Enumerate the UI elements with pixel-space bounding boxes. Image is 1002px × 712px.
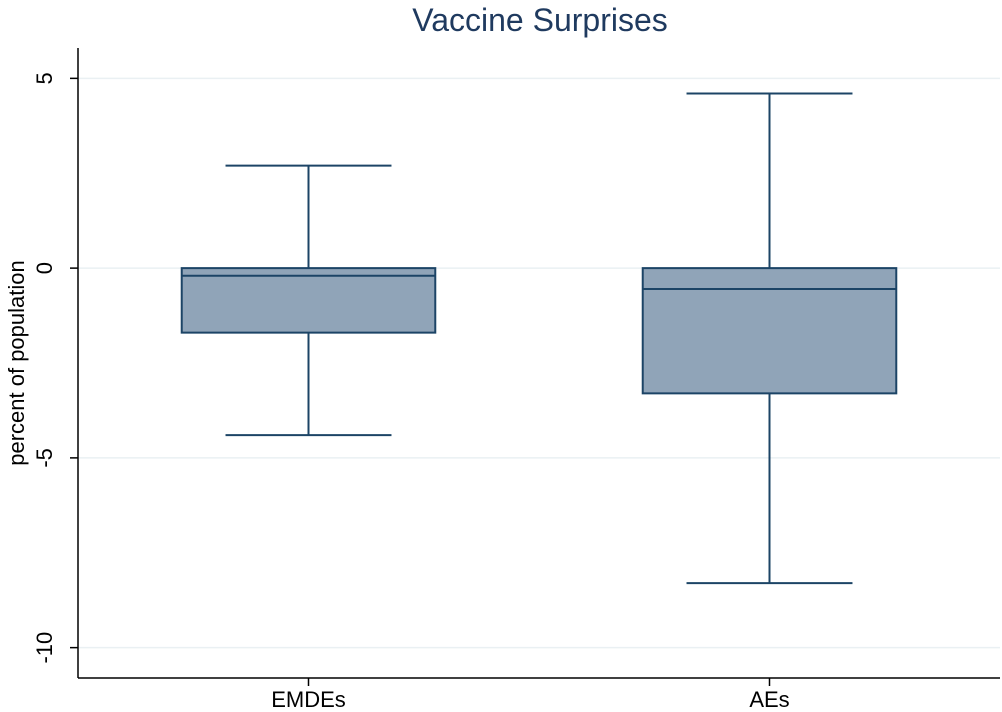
box-emdes [180,164,437,437]
chart-title: Vaccine Surprises [412,2,668,38]
x-category-label: EMDEs [271,687,346,712]
x-category-label: AEs [749,687,789,712]
box-aes [641,92,898,585]
y-axis-title: percent of population [4,260,29,466]
iqr-box [180,267,437,334]
x-category-labels: EMDEs AEs [271,678,790,712]
y-tick-label: 5 [32,72,57,84]
y-ticks: 5 0 -5 -10 [32,72,78,664]
y-tick-label: -10 [32,632,57,664]
iqr-box [641,267,898,395]
boxes [180,92,898,585]
y-tick-label: 0 [32,262,57,274]
y-tick-label: -5 [32,448,57,468]
axes [77,48,1000,679]
